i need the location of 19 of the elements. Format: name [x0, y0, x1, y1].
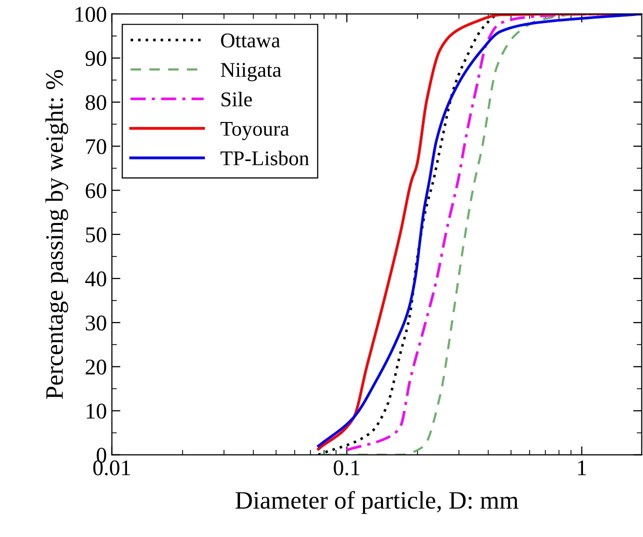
y-tick-label: 20: [86, 360, 106, 375]
x-axis-title: Diameter of particle, D: mm: [236, 490, 518, 514]
y-tick-label: 40: [85, 271, 106, 286]
x-tick-label: 1: [578, 460, 586, 476]
legend-label: TP-Lisbon: [220, 150, 310, 166]
y-tick-label: 70: [86, 139, 106, 154]
y-tick-label: 50: [86, 227, 106, 242]
legend-label: Sile: [222, 92, 252, 106]
y-tick-label: 90: [86, 50, 106, 66]
y-tick-label: 30: [86, 316, 106, 331]
y-tick-label: 100: [76, 6, 106, 22]
y-axis-title: Percentage passing by weight: %: [45, 70, 68, 399]
y-tick-label: 80: [86, 95, 106, 110]
y-tick-label: 60: [86, 183, 106, 198]
legend-label: Niigata: [220, 62, 282, 82]
x-tick-label: 0.1: [334, 460, 360, 476]
legend-label: Ottawa: [221, 34, 280, 48]
y-tick-label: 10: [86, 404, 106, 419]
legend-label: Toyoura: [220, 122, 290, 140]
